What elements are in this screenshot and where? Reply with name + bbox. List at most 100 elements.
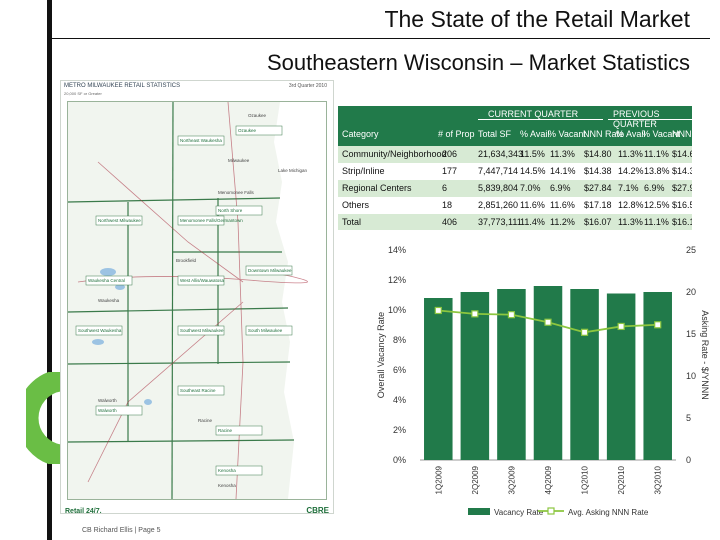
- col-header: NNN Rate: [672, 129, 692, 139]
- col-header: NNN Rate: [583, 129, 625, 139]
- line-point: [544, 318, 552, 326]
- table-cell: 11.6%: [550, 200, 575, 210]
- group-previous-rule: [608, 119, 692, 120]
- line-point: [471, 310, 479, 318]
- table-cell: 11.2%: [550, 217, 575, 227]
- map-subtitle: 20,000 SF or Greater: [64, 91, 102, 96]
- y-tick-right: 25: [686, 245, 696, 255]
- x-tick-label: 3Q2010: [654, 465, 663, 494]
- map-region-label: Northeast Waukesha: [180, 138, 222, 143]
- col-header: % Avail: [520, 129, 550, 139]
- y-tick-left: 4%: [393, 395, 406, 405]
- map-region-label: South Milwaukee: [248, 328, 283, 333]
- map-region-box: [177, 325, 225, 336]
- map-region-box: [215, 425, 263, 436]
- table-cell: 11.3%: [618, 149, 643, 159]
- table-cell: 6.9%: [644, 183, 665, 193]
- x-tick-label: 1Q2009: [434, 465, 443, 494]
- table-cell: $14.80: [584, 149, 612, 159]
- bar-vacancy-rate: [533, 286, 563, 460]
- y-tick-left: 10%: [388, 305, 406, 315]
- map-place-label: Brookfield: [176, 258, 197, 263]
- table-cell: 12.8%: [618, 200, 644, 210]
- map-region-box: [177, 385, 225, 396]
- table-cell: 11.6%: [520, 200, 545, 210]
- line-point: [580, 328, 589, 336]
- map-date: 3rd Quarter 2010: [288, 83, 327, 89]
- table-row: Community/Neighborhood 206 21,634,343 11.5%…: [338, 146, 692, 163]
- legend-marker-rate: [547, 507, 555, 515]
- legend-label-rate: Avg. Asking NNN Rate: [568, 508, 649, 517]
- map-region-box: [215, 205, 263, 216]
- map-region-box: [245, 325, 293, 336]
- map-region-box: [95, 405, 143, 416]
- table-cell: 11.4%: [520, 217, 545, 227]
- map-region-label: Southwest Waukesha: [78, 328, 122, 333]
- group-current-rule: [478, 119, 603, 120]
- line-point: [507, 311, 516, 319]
- table-cell: 12.5%: [644, 200, 670, 210]
- x-tick-label: 3Q2009: [507, 465, 516, 494]
- map-region-box: [215, 465, 263, 476]
- col-header: % Avail: [616, 129, 646, 139]
- y-tick-left: 6%: [393, 365, 406, 375]
- map-region-label: Walworth: [98, 408, 117, 413]
- table-cell: 21,634,343: [478, 149, 524, 159]
- table-cell: 11.5%: [520, 149, 545, 159]
- bar-vacancy-rate: [643, 292, 672, 460]
- table-cell: 14.2%: [618, 166, 644, 176]
- map-place-label: Waukesha: [98, 298, 120, 303]
- map-region-box: [235, 125, 283, 136]
- map-place-label: Milwaukee: [228, 158, 250, 163]
- table-cell: $14.64: [672, 149, 692, 159]
- table-cell: $16.07: [584, 217, 612, 227]
- table-cell: 7.1%: [618, 183, 639, 193]
- table-cell: 37,773,111: [478, 217, 522, 227]
- retail-24-7-logo: Retail 24/7.: [65, 508, 102, 515]
- line-point: [617, 322, 625, 331]
- table-cell: $16.55: [672, 200, 692, 210]
- table-cell: Strip/Inline: [342, 166, 385, 176]
- map-region-box: [95, 215, 143, 226]
- table-row: Others 18 2,851,260 11.6% 11.6% $17.18 12.8% 12…: [338, 197, 692, 214]
- group-current-quarter: CURRENT QUARTER: [488, 109, 579, 119]
- vacancy-chart: 0% 2% 4% 6% 8% 10% 12% 14% 0 5 10 15 20 25 Overall Vac…: [338, 230, 710, 530]
- map-title: METRO MILWAUKEE RETAIL STATISTICS: [64, 83, 181, 89]
- map-region-box: [75, 325, 123, 336]
- col-header: % Vacant: [642, 129, 680, 139]
- page-title: The State of the Retail Market: [384, 6, 690, 32]
- left-accent-bar: [47, 0, 52, 540]
- table-cell: Regional Centers: [342, 183, 412, 193]
- table-cell: $27.90: [672, 183, 692, 193]
- table-header: CURRENT QUARTER PREVIOUS QUARTER Categor…: [338, 106, 692, 146]
- table-cell: 11.3%: [550, 149, 575, 159]
- page-subtitle: Southeastern Wisconsin – Market Statisti…: [266, 50, 690, 75]
- col-header: % Vacant: [548, 129, 586, 139]
- table-cell: 11.3%: [618, 217, 643, 227]
- bar-vacancy-rate: [570, 289, 599, 460]
- x-tick-label: 1Q2010: [581, 465, 590, 494]
- map-image: Northeast Waukesha Northwest Milwaukee Nor…: [67, 101, 327, 500]
- table-cell: 7,447,714: [478, 166, 519, 176]
- map-region-label: Menomonee Falls/Germantown: [180, 218, 243, 223]
- table-cell: 18: [442, 200, 453, 210]
- stats-table: CURRENT QUARTER PREVIOUS QUARTER Categor…: [338, 106, 692, 230]
- table-row: Regional Centers 6 5,839,804 7.0% 6.9% $27.84…: [338, 180, 692, 197]
- map-region-label: Downtown Milwaukee: [248, 268, 292, 273]
- y-tick-right: 10: [686, 371, 696, 381]
- y-tick-left: 12%: [388, 275, 406, 285]
- table-cell: 11.1%: [644, 217, 669, 227]
- map-place-label: Kenosha: [218, 483, 236, 488]
- map-region-label: Southwest Milwaukee: [180, 328, 224, 333]
- bar-vacancy-rate: [424, 298, 453, 460]
- x-tick-label: 4Q2009: [544, 465, 553, 494]
- table-cell: 14.1%: [550, 166, 576, 176]
- x-tick-label: 2Q2010: [617, 465, 626, 494]
- table-cell: 5,839,804: [478, 183, 519, 193]
- table-cell: $27.84: [584, 183, 612, 193]
- table-cell: 11.1%: [644, 149, 669, 159]
- table-cell: 13.8%: [644, 166, 670, 176]
- map-region-box: [177, 275, 225, 286]
- table-cell: $14.38: [672, 166, 692, 176]
- bar-vacancy-rate: [606, 293, 636, 460]
